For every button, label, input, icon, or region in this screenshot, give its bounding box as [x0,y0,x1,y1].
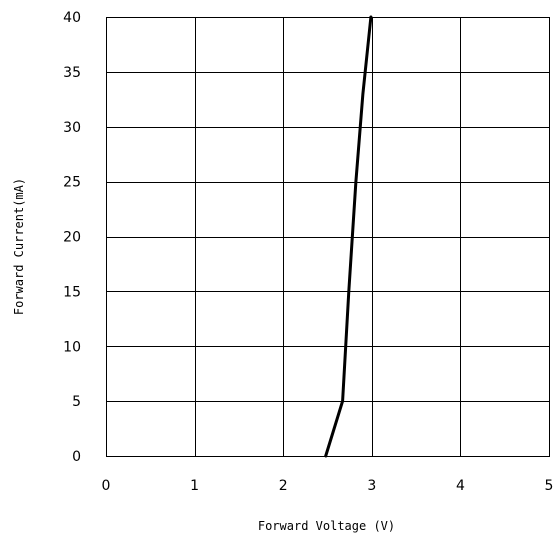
x-tick-label: 3 [367,478,376,494]
y-tick-label: 5 [72,394,81,410]
y-tick-label: 20 [63,230,81,246]
y-axis-title: Forward Current(mA) [12,178,26,315]
x-tick-label: 5 [545,478,554,494]
x-tick-label: 1 [190,478,199,494]
grid [106,17,550,457]
x-tick-label: 4 [456,478,465,494]
series-line [324,15,373,458]
y-axis-ticks: 0 5 10 15 20 25 30 35 40 [63,10,81,465]
y-tick-label: 30 [63,120,81,136]
y-tick-label: 25 [63,175,81,191]
x-axis-title: Forward Voltage (V) [258,519,395,533]
x-tick-label: 0 [102,478,111,494]
y-tick-label: 10 [63,339,81,355]
x-axis-ticks: 0 1 2 3 4 5 [102,478,554,494]
series-group [324,15,373,458]
y-tick-label: 35 [63,65,81,81]
x-tick-label: 2 [279,478,288,494]
plot-frame [106,17,550,457]
y-tick-label: 40 [63,10,81,26]
y-tick-label: 15 [63,284,81,300]
y-tick-label: 0 [72,449,81,465]
